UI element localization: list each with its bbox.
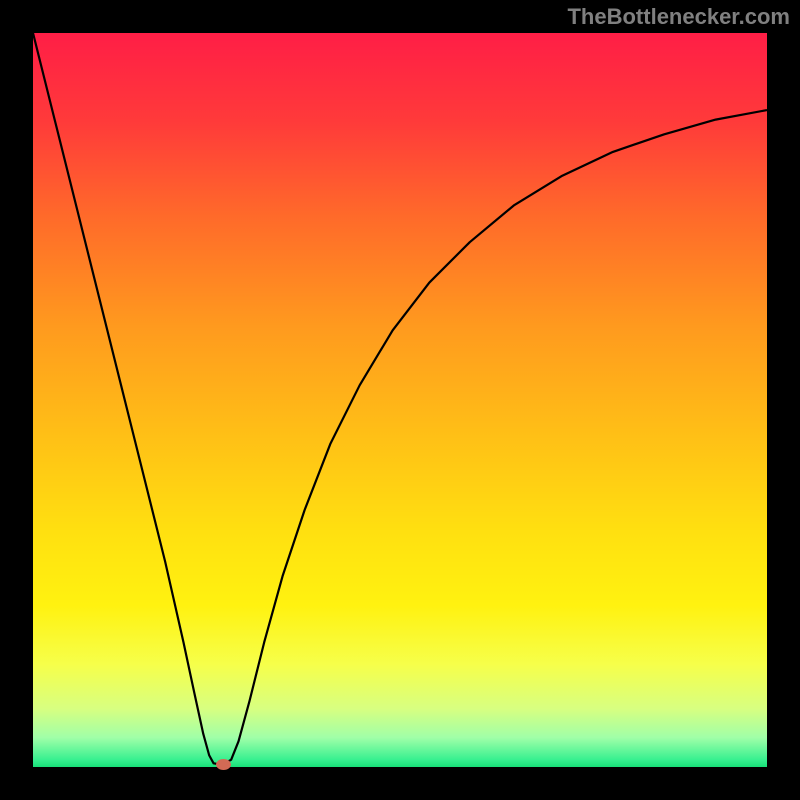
curve-overlay <box>0 0 800 800</box>
chart-container: TheBottlenecker.com <box>0 0 800 800</box>
bottleneck-curve <box>33 33 767 765</box>
watermark-text: TheBottlenecker.com <box>567 4 790 30</box>
